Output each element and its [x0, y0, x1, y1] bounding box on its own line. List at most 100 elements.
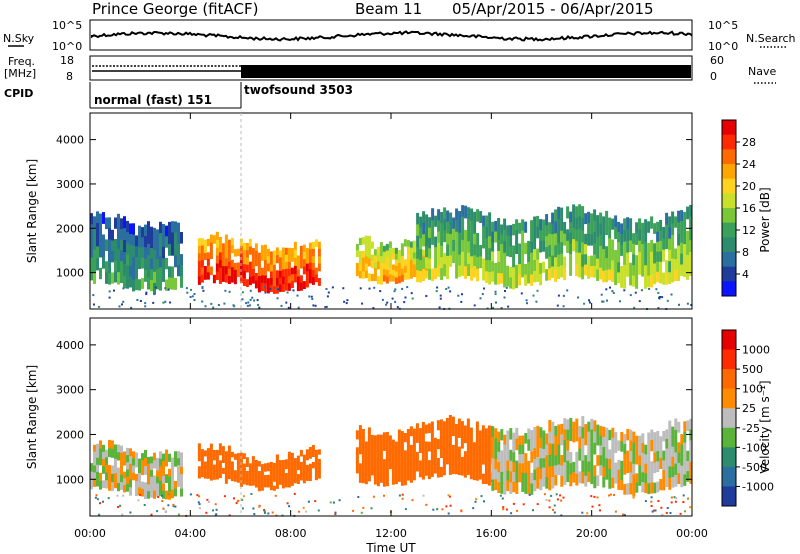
heatmap-cell: [165, 457, 168, 467]
heatmap-cell: [412, 252, 416, 260]
heatmap-cell: [299, 253, 303, 262]
heatmap-cell: [545, 466, 549, 478]
heatmap-cell: [397, 438, 401, 448]
heatmap-cell: [120, 218, 123, 230]
y-tick-label: 4000: [56, 339, 84, 352]
heatmap-cell: [394, 475, 398, 485]
heatmap-cell: [575, 264, 579, 277]
heatmap-cell: [177, 479, 180, 487]
heatmap-cell: [218, 236, 222, 246]
heatmap-cell: [457, 465, 461, 476]
heatmap-cell: [644, 242, 648, 255]
heatmap-cell: [132, 234, 135, 247]
heatmap-cell: [554, 221, 558, 234]
heatmap-speckle: [310, 295, 313, 298]
heatmap-speckle: [562, 294, 565, 297]
heatmap-cell: [144, 247, 147, 260]
heatmap-cell: [460, 466, 464, 476]
heatmap-speckle: [438, 306, 441, 309]
freq-panel-frame: [89, 55, 693, 81]
heatmap-cell: [466, 427, 470, 438]
heatmap-speckle: [249, 298, 252, 301]
heatmap-cell: [177, 243, 180, 256]
colorbar-swatch: [722, 408, 736, 429]
heatmap-cell: [266, 278, 270, 287]
power-colorbar-label: Power [dB]: [758, 187, 772, 252]
heatmap-cell: [457, 446, 461, 457]
heatmap-cell: [397, 472, 401, 482]
heatmap-cell: [416, 212, 420, 225]
heatmap-cell: [584, 233, 588, 245]
heatmap-cell: [123, 228, 126, 241]
heatmap-speckle: [235, 502, 238, 505]
heatmap-cell: [284, 261, 288, 270]
heatmap-cell: [361, 237, 365, 245]
heatmap-speckle: [331, 286, 334, 289]
heatmap-cell: [314, 274, 318, 283]
heatmap-cell: [548, 420, 552, 433]
heatmap-cell: [263, 244, 267, 253]
heatmap-cell: [177, 458, 180, 466]
heatmap-cell: [409, 426, 413, 437]
heatmap-cell: [602, 227, 606, 239]
heatmap-cell: [218, 460, 222, 467]
heatmap-speckle: [436, 508, 439, 511]
heatmap-cell: [418, 444, 422, 453]
heatmap-speckle: [122, 287, 125, 290]
heatmap-speckle: [439, 294, 442, 297]
heatmap-cell: [518, 463, 522, 474]
heatmap-cell: [278, 474, 282, 480]
heatmap-cell: [293, 257, 297, 267]
heatmap-cell: [641, 443, 645, 454]
heatmap-speckle: [94, 496, 97, 499]
heatmap-cell: [376, 246, 380, 255]
heatmap-cell: [470, 220, 474, 233]
heatmap-cell: [382, 263, 386, 270]
heatmap-speckle: [650, 505, 653, 507]
heatmap-cell: [575, 240, 579, 254]
heatmap-cell: [197, 454, 201, 462]
heatmap-cell: [272, 485, 276, 491]
heatmap-cell: [361, 250, 365, 259]
y-tick-label: 4000: [56, 134, 84, 147]
heatmap-speckle: [608, 494, 611, 497]
heatmap-cell: [521, 230, 525, 243]
heatmap-cell: [620, 223, 624, 235]
heatmap-cell: [165, 257, 168, 270]
heatmap-cell: [491, 468, 495, 481]
heatmap-cell: [156, 229, 159, 240]
heatmap-cell: [308, 249, 312, 257]
heatmap-speckle: [246, 304, 249, 307]
heatmap-cell: [473, 222, 477, 235]
heatmap-cell: [611, 260, 615, 272]
heatmap-cell: [539, 219, 543, 231]
heatmap-cell: [545, 444, 549, 456]
heatmap-cell: [266, 478, 270, 484]
heatmap-cell: [299, 449, 303, 457]
heatmap-speckle: [678, 303, 680, 306]
heatmap-cell: [551, 432, 555, 445]
heatmap-cell: [266, 466, 270, 472]
heatmap-speckle: [474, 500, 477, 503]
heatmap-speckle: [253, 513, 256, 516]
heatmap-cell: [494, 231, 498, 243]
heatmap-cell: [608, 248, 612, 260]
heatmap-cell: [114, 239, 117, 251]
heatmap-cell: [626, 240, 630, 254]
heatmap-cell: [385, 263, 389, 271]
heatmap-cell: [683, 474, 687, 486]
heatmap-cell: [263, 275, 267, 284]
heatmap-cell: [141, 481, 144, 490]
heatmap-cell: [406, 253, 410, 261]
heatmap-cell: [662, 431, 666, 442]
heatmap-speckle: [401, 287, 404, 290]
heatmap-cell: [382, 477, 386, 487]
heatmap-cell: [584, 424, 588, 435]
heatmap-cell: [269, 461, 273, 468]
heatmap-cell: [317, 463, 321, 469]
heatmap-cell: [460, 457, 464, 467]
heatmap-cell: [230, 237, 234, 246]
heatmap-speckle: [144, 302, 147, 305]
power-heatmap: [90, 204, 693, 310]
heatmap-cell: [680, 434, 684, 446]
